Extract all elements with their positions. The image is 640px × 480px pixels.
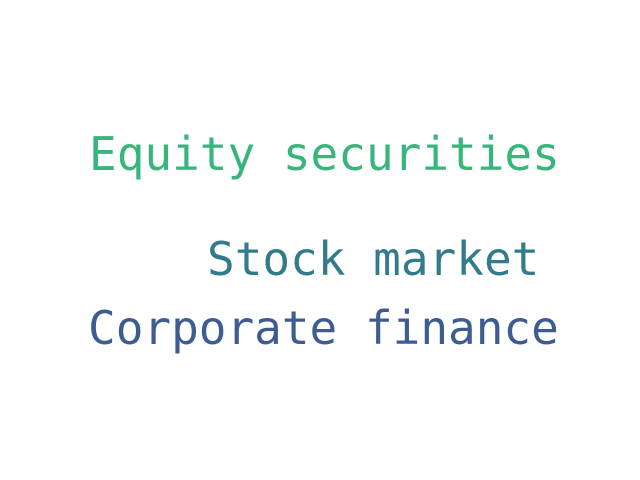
word-stock-market: Stock market (207, 232, 540, 286)
word-equity-securities: Equity securities (89, 127, 560, 181)
word-corporate-finance: Corporate finance (88, 301, 559, 355)
